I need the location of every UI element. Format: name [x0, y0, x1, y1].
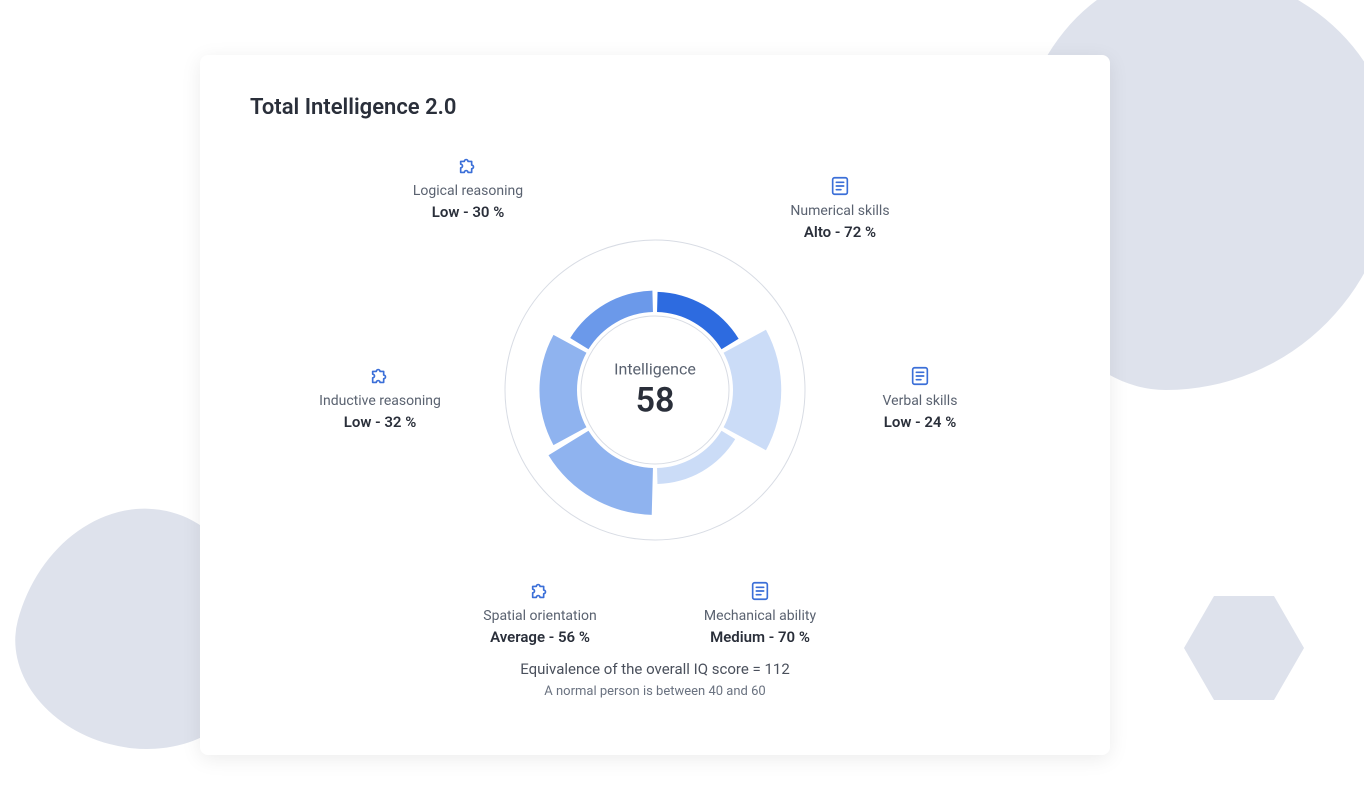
- segment-spatial: [539, 335, 586, 445]
- skill-name: Mechanical ability: [670, 608, 850, 624]
- puzzle-icon: [457, 155, 479, 177]
- skill-label-inductive: Inductive reasoning Low - 32 %: [290, 365, 470, 431]
- skill-value: Alto - 72 %: [750, 223, 930, 241]
- card-title: Total Intelligence 2.0: [250, 95, 1060, 120]
- skill-name: Numerical skills: [750, 203, 930, 219]
- skill-label-verbal: Verbal skills Low - 24 %: [830, 365, 1010, 431]
- segment-numerical: [724, 330, 782, 450]
- puzzle-icon: [529, 580, 551, 602]
- skill-name: Logical reasoning: [378, 183, 558, 199]
- skill-name: Spatial orientation: [450, 608, 630, 624]
- segment-inductive: [570, 291, 653, 350]
- card-footer: Equivalence of the overall IQ score = 11…: [250, 660, 1060, 699]
- skill-name: Verbal skills: [830, 393, 1010, 409]
- book-icon: [909, 365, 931, 387]
- skill-label-spatial: Spatial orientation Average - 56 %: [450, 580, 630, 646]
- segment-mechanical: [549, 431, 653, 515]
- center-label-value: 58: [614, 381, 696, 421]
- segment-verbal: [657, 431, 735, 484]
- skill-value: Medium - 70 %: [670, 628, 850, 646]
- center-label-text: Intelligence: [614, 360, 696, 379]
- skill-label-logical: Logical reasoning Low - 30 %: [378, 155, 558, 221]
- skill-value: Low - 24 %: [830, 413, 1010, 431]
- skill-name: Inductive reasoning: [290, 393, 470, 409]
- skill-label-mechanical: Mechanical ability Medium - 70 %: [670, 580, 850, 646]
- puzzle-icon: [369, 365, 391, 387]
- chart-center-label: Intelligence 58: [614, 360, 696, 421]
- skill-value: Low - 30 %: [378, 203, 558, 221]
- intelligence-card: Total Intelligence 2.0 Intelligence 58 L…: [200, 55, 1110, 755]
- chart-container: Intelligence 58 Logical reasoning Low - 3…: [250, 130, 1060, 650]
- skill-value: Low - 32 %: [290, 413, 470, 431]
- book-icon: [749, 580, 771, 602]
- skill-label-numerical: Numerical skills Alto - 72 %: [750, 175, 930, 241]
- segment-logical: [657, 292, 739, 349]
- book-icon: [829, 175, 851, 197]
- footer-note: A normal person is between 40 and 60: [250, 684, 1060, 699]
- footer-equivalence: Equivalence of the overall IQ score = 11…: [250, 660, 1060, 678]
- background-hexagon: [1184, 588, 1304, 708]
- skill-value: Average - 56 %: [450, 628, 630, 646]
